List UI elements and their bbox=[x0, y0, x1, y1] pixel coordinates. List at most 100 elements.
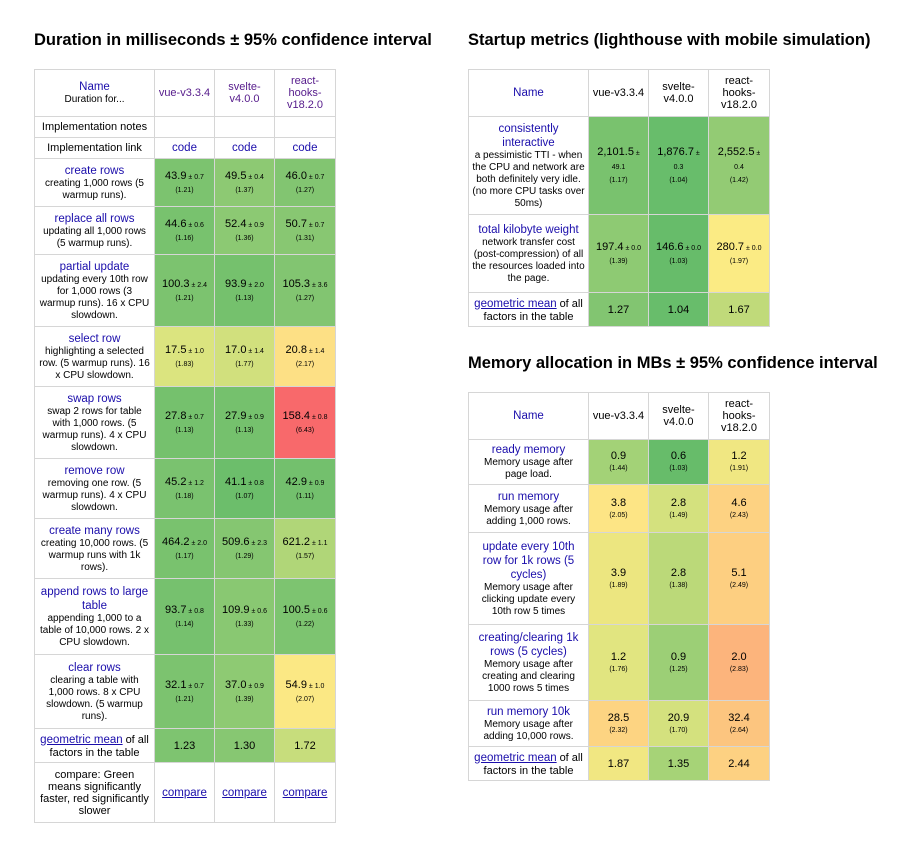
compare-link[interactable]: compare bbox=[282, 786, 328, 799]
framework-header: vue-v3.3.4 bbox=[588, 69, 649, 117]
result-confidence: ± 0.9 bbox=[246, 413, 264, 421]
memory-table: Name vue-v3.3.4 svelte-v4.0.0 react-hook… bbox=[468, 392, 770, 781]
result-cell: 32.4 (2.64) bbox=[708, 700, 770, 747]
code-link[interactable]: code bbox=[232, 142, 257, 154]
result-factor: (1.13) bbox=[175, 426, 194, 434]
result-mean: 0.6 bbox=[670, 450, 687, 462]
result-mean: 1,876.7 bbox=[657, 145, 694, 158]
duration-title: Duration in milliseconds ± 95% confidenc… bbox=[34, 31, 432, 49]
result-mean: 3.9 bbox=[610, 566, 627, 579]
benchmark-link[interactable]: consistently interactive bbox=[498, 122, 559, 149]
benchmark-row: swap rows swap 2 rows for table with 1,00… bbox=[34, 386, 336, 459]
result-confidence: ± 0.0 bbox=[744, 244, 762, 252]
result-confidence: ± 0.6 bbox=[249, 607, 267, 615]
result-factor: (1.21) bbox=[175, 294, 194, 302]
benchmark-description: removing one row. (5 warmup runs). 4 x C… bbox=[42, 477, 147, 513]
compare-link[interactable]: compare bbox=[222, 786, 267, 799]
benchmark-link[interactable]: replace all rows bbox=[54, 212, 135, 225]
result-factor: (1.11) bbox=[296, 492, 314, 500]
result-mean: 45.2 bbox=[165, 475, 187, 488]
geometric-mean-link[interactable]: geometric mean bbox=[40, 733, 123, 746]
result-mean: 146.6 bbox=[656, 240, 684, 253]
result-mean: 49.5 bbox=[225, 169, 247, 182]
framework-link[interactable]: svelte-v4.0.0 bbox=[228, 81, 261, 105]
geometric-mean-link[interactable]: geometric mean bbox=[474, 297, 557, 310]
result-mean: 464.2 bbox=[162, 535, 190, 548]
geometric-mean-link[interactable]: geometric mean bbox=[474, 751, 557, 764]
benchmark-link[interactable]: ready memory bbox=[491, 444, 566, 456]
benchmark-name-cell: swap rows swap 2 rows for table with 1,00… bbox=[34, 386, 155, 459]
benchmark-link[interactable]: run memory bbox=[497, 490, 560, 503]
notes-cell bbox=[274, 116, 336, 138]
result-cell: 1,876.7 ± 0.3 (1.04) bbox=[648, 116, 709, 215]
framework-header[interactable]: react-hooks-v18.2.0 bbox=[274, 69, 336, 117]
compare-link[interactable]: compare bbox=[162, 786, 207, 799]
result-factor: (1.38) bbox=[669, 581, 688, 589]
compare-legend: compare: Green means significantly faste… bbox=[34, 762, 155, 823]
benchmark-description: updating every 10th row for 1,000 rows (… bbox=[39, 273, 150, 321]
benchmark-name-cell: append rows to large table appending 1,00… bbox=[34, 578, 155, 655]
benchmark-row: ready memory Memory usage after page load… bbox=[468, 439, 770, 485]
geometric-mean-value: 1.30 bbox=[214, 728, 275, 763]
benchmark-description: Memory usage after page load. bbox=[484, 457, 573, 480]
framework-header[interactable]: svelte-v4.0.0 bbox=[214, 69, 275, 117]
result-factor: (1.77) bbox=[235, 360, 254, 368]
benchmark-link[interactable]: update every 10th row for 1k rows (5 cyc… bbox=[482, 540, 575, 581]
result-cell: 54.9 ± 1.0 (2.07) bbox=[274, 654, 336, 729]
benchmark-name-cell: clear rows clearing a table with 1,000 ro… bbox=[34, 654, 155, 729]
benchmark-link[interactable]: append rows to large table bbox=[40, 585, 149, 612]
benchmark-link[interactable]: clear rows bbox=[68, 661, 121, 674]
benchmark-link[interactable]: partial update bbox=[59, 260, 130, 273]
benchmark-description: clearing a table with 1,000 rows. 8 x CP… bbox=[46, 674, 143, 722]
geometric-mean-suffix: of all factors in the table bbox=[483, 297, 583, 323]
notes-cell bbox=[154, 116, 215, 138]
result-cell: 109.9 ± 0.6 (1.33) bbox=[214, 578, 275, 655]
framework-link[interactable]: react-hooks-v18.2.0 bbox=[286, 75, 324, 111]
result-cell: 146.6 ± 0.0 (1.03) bbox=[648, 214, 709, 293]
result-factor: (1.42) bbox=[729, 176, 749, 184]
result-mean: 158.4 bbox=[282, 409, 311, 422]
geometric-mean-value: 1.04 bbox=[648, 292, 709, 327]
name-header: Name bbox=[468, 392, 589, 440]
benchmark-link[interactable]: total kilobyte weight bbox=[478, 223, 579, 236]
name-sort-link[interactable]: Name bbox=[513, 87, 544, 99]
startup-title: Startup metrics (lighthouse with mobile … bbox=[468, 31, 871, 49]
result-mean: 42.9 bbox=[285, 475, 307, 488]
result-cell: 32.1 ± 0.7 (1.21) bbox=[154, 654, 215, 729]
result-cell: 2.8 (1.49) bbox=[648, 484, 709, 533]
benchmark-link[interactable]: create many rows bbox=[49, 524, 140, 537]
benchmark-row: create rows creating 1,000 rows (5 warmup… bbox=[34, 158, 336, 207]
result-factor: (1.33) bbox=[235, 620, 254, 628]
benchmark-link[interactable]: swap rows bbox=[67, 392, 122, 405]
name-sort-link[interactable]: Name bbox=[513, 410, 544, 422]
result-mean: 52.4 bbox=[225, 217, 247, 230]
result-cell: 2.8 (1.38) bbox=[648, 532, 709, 625]
result-confidence: ± 3.6 bbox=[310, 281, 328, 289]
benchmark-link[interactable]: remove row bbox=[64, 464, 125, 477]
result-confidence: ± 1.1 bbox=[310, 539, 328, 547]
result-cell: 50.7 ± 0.7 (1.31) bbox=[274, 206, 336, 255]
name-sort-link[interactable]: Name bbox=[79, 81, 110, 93]
benchmark-link[interactable]: run memory 10k bbox=[486, 705, 571, 718]
code-link[interactable]: code bbox=[292, 142, 318, 154]
result-factor: (1.03) bbox=[669, 257, 688, 265]
result-factor: (1.13) bbox=[235, 426, 254, 434]
result-cell: 37.0 ± 0.9 (1.39) bbox=[214, 654, 275, 729]
benchmark-row: run memory Memory usage after adding 1,00… bbox=[468, 484, 770, 533]
code-link[interactable]: code bbox=[172, 142, 197, 154]
result-cell: 509.6 ± 2.3 (1.29) bbox=[214, 518, 275, 579]
benchmark-link[interactable]: select row bbox=[68, 332, 121, 345]
benchmark-link[interactable]: creating/clearing 1k rows (5 cycles) bbox=[478, 631, 579, 658]
framework-header[interactable]: vue-v3.3.4 bbox=[154, 69, 215, 117]
implementation-notes-label: Implementation notes bbox=[34, 116, 155, 138]
geometric-mean-suffix: of all factors in the table bbox=[49, 733, 149, 759]
benchmark-name-cell: total kilobyte weight network transfer co… bbox=[468, 214, 589, 293]
result-factor: (2.43) bbox=[729, 511, 749, 519]
benchmark-link[interactable]: create rows bbox=[64, 164, 125, 177]
result-factor: (1.22) bbox=[295, 620, 315, 628]
result-factor: (6.43) bbox=[295, 426, 315, 434]
benchmark-name-cell: replace all rows updating all 1,000 rows … bbox=[34, 206, 155, 255]
framework-link[interactable]: vue-v3.3.4 bbox=[158, 87, 211, 99]
result-confidence: ± 0.7 bbox=[306, 221, 325, 229]
result-factor: (1.17) bbox=[175, 552, 194, 560]
